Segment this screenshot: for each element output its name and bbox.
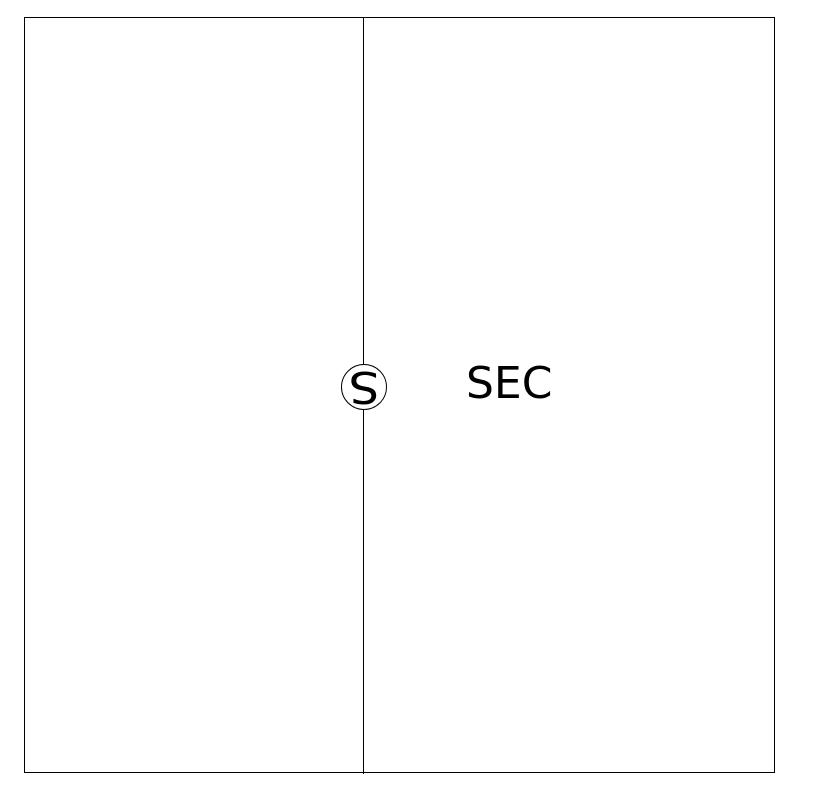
outer-frame [24,17,775,773]
section-label: SEC [466,358,553,409]
symbol-circle: S [341,364,387,410]
symbol-letter: S [348,364,380,410]
